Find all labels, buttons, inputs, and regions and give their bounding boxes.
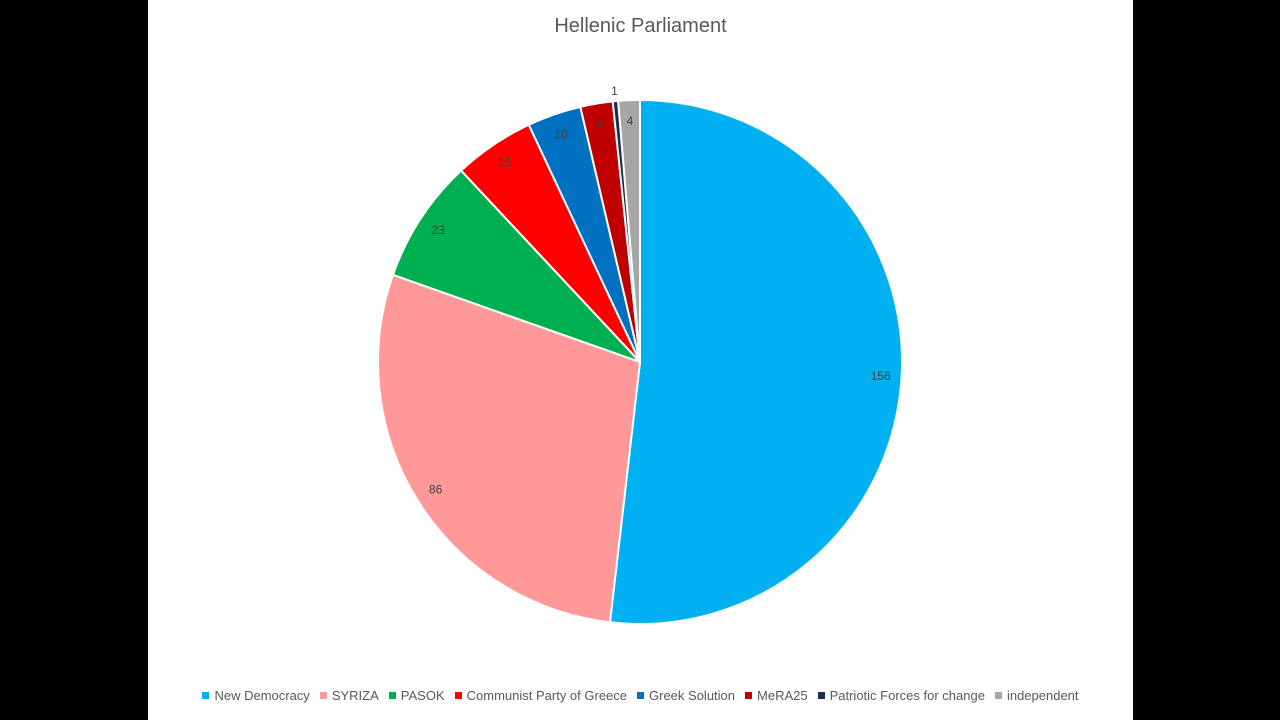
legend-item-syriza: SYRIZA: [319, 688, 379, 703]
chart-title: Hellenic Parliament: [554, 15, 727, 37]
legend-item-communist-party-of-greece: Communist Party of Greece: [454, 688, 628, 703]
data-label-mera25: 6: [597, 117, 604, 131]
legend-swatch: [202, 692, 210, 699]
legend-label: independent: [1006, 688, 1079, 703]
legend-label: Greek Solution: [649, 688, 736, 703]
legend-item-patriotic-forces-for-change: Patriotic Forces for change: [817, 688, 985, 703]
pie-slice-pasok: [391, 169, 641, 363]
legend-swatch: [817, 692, 825, 699]
legend-swatch: [745, 692, 753, 699]
chart-legend: New Democracy SYRIZA PASOK Communist Party …: [148, 688, 1133, 703]
data-label-pasok: 23: [432, 223, 446, 237]
legend-item-greek-solution: Greek Solution: [637, 688, 735, 703]
legend-swatch: [994, 692, 1002, 699]
pie-slice-new-democracy: [608, 98, 903, 625]
legend-label: SYRIZA: [331, 688, 379, 703]
pie-slice-syriza: [377, 273, 642, 624]
pie-chart: 156 86 23 15 10 6 1 4: [377, 84, 903, 625]
chart-area: Hellenic Parliament 156 86 23 15 10 6 1 4 New D…: [148, 0, 1133, 720]
legend-item-mera25: MeRA25: [745, 688, 808, 703]
data-label-patriotic-forces-for-change: 1: [611, 84, 618, 98]
legend-swatch: [454, 692, 462, 699]
legend-label: New Democracy: [214, 688, 310, 703]
data-label-communist-party-of-greece: 15: [498, 155, 512, 169]
pie-slice-independent: [617, 98, 641, 363]
data-label-greek-solution: 10: [554, 127, 568, 141]
legend-swatch: [637, 692, 645, 699]
legend-label: PASOK: [400, 688, 445, 703]
legend-item-independent: independent: [994, 688, 1079, 703]
data-label-new-democracy: 156: [871, 369, 891, 383]
legend-label: MeRA25: [757, 688, 808, 703]
legend-swatch: [319, 692, 327, 699]
data-label-independent: 4: [627, 114, 634, 128]
data-label-syriza: 86: [429, 483, 443, 497]
legend-item-pasok: PASOK: [388, 688, 445, 703]
legend-swatch: [388, 692, 396, 699]
legend-item-new-democracy: New Democracy: [202, 688, 310, 703]
legend-label: Patriotic Forces for change: [829, 688, 985, 703]
legend-label: Communist Party of Greece: [466, 688, 628, 703]
